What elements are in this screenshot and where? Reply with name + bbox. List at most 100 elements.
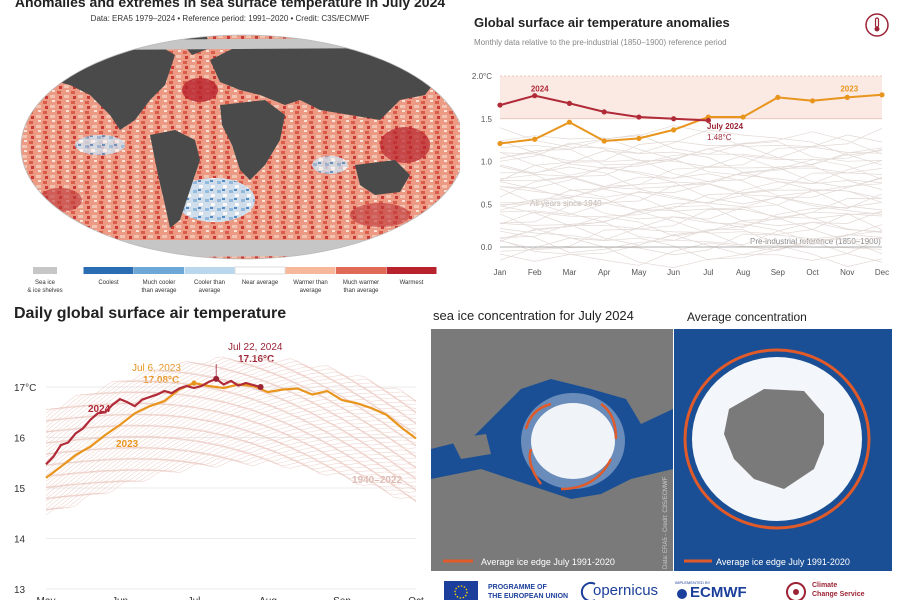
- x-tick-label: May: [37, 596, 56, 600]
- peak-point-2024: [213, 375, 220, 382]
- arctic-edge-label: Average ice edge July 1991-2020: [481, 557, 615, 567]
- x-tick-label: Feb: [528, 268, 542, 277]
- past-year-line: [499, 127, 883, 156]
- arctic-credit: Data: ERA5 - Credit: C3S/ECMWF: [663, 476, 669, 569]
- x-tick-label: Oct: [806, 268, 819, 277]
- ecmwf-logo-icon: [677, 589, 687, 599]
- data-point-2023: [809, 98, 816, 104]
- x-tick-label: Aug: [259, 596, 277, 600]
- past-year-line: [499, 148, 883, 176]
- historical-year-line: [45, 445, 417, 499]
- sst-legend-label: Sea ice: [35, 280, 56, 286]
- historical-year-line: [45, 423, 417, 477]
- historical-year-line: [45, 365, 417, 422]
- historical-year-line: [45, 449, 417, 506]
- ecmwf-top-text: IMPLEMENTED BY: [675, 580, 711, 585]
- past-year-line: [499, 234, 883, 261]
- y-tick-label: 15: [14, 484, 26, 495]
- end-point-2024: [257, 384, 264, 390]
- monthly-line-chart: All years since 1940 Pre-industrial refe…: [472, 72, 889, 277]
- x-tick-label: Jun: [112, 596, 128, 600]
- sst-legend-swatch: [336, 267, 386, 274]
- data-point-2023: [844, 94, 850, 100]
- sst-legend-label: Cooler than: [194, 280, 225, 286]
- data-point-2023: [601, 138, 607, 144]
- historical-year-line: [45, 376, 417, 433]
- past-year-line: [499, 188, 883, 212]
- x-tick-label: Aug: [736, 268, 750, 277]
- c3s-text-2: Change Service: [812, 591, 865, 598]
- copernicus-logo-icon: [580, 582, 596, 600]
- daily-temperature-panel: Daily global surface air temperature Jul…: [0, 300, 430, 600]
- past-year-line: [499, 191, 883, 219]
- eu-text-1: PROGRAMME OF: [488, 584, 547, 591]
- antarctic-sea-ice-map: Average ice edge July 1991-2020: [674, 329, 892, 571]
- x-tick-label: Jul: [703, 268, 713, 277]
- data-point-2024: [636, 114, 642, 120]
- data-point-2023: [775, 94, 781, 100]
- sst-legend-label: Much cooler: [143, 280, 176, 286]
- past-year-line: [499, 183, 883, 209]
- historical-year-line: [45, 371, 417, 428]
- series-line-2023: [499, 93, 883, 145]
- past-year-line: [499, 177, 883, 205]
- arctic-sea-ice-map: Data: ERA5 - Credit: C3S/ECMWF Average i…: [431, 329, 673, 571]
- c3s-logo-icon: [786, 582, 806, 600]
- series-label-2023: 2023: [116, 439, 139, 450]
- series-line-2024: [45, 377, 261, 466]
- past-year-line: [499, 151, 883, 180]
- data-point-2024: [671, 116, 677, 122]
- sst-legend-label: Warmer than: [293, 280, 327, 286]
- sst-legend-label: Warmest: [400, 280, 424, 286]
- eu-text-2: THE EUROPEAN UNION: [488, 593, 569, 600]
- past-year-line: [499, 234, 883, 262]
- historical-year-line: [45, 420, 417, 477]
- past-year-line: [499, 173, 883, 199]
- past-year-line: [499, 158, 883, 184]
- past-year-line: [499, 166, 883, 189]
- past-year-line: [499, 186, 883, 212]
- data-point-2023: [636, 135, 642, 142]
- sst-legend-label: Near average: [242, 280, 279, 286]
- historical-year-line: [45, 406, 417, 466]
- past-year-line: [499, 195, 883, 223]
- x-tick-label: Jul: [188, 596, 201, 600]
- x-tick-label: Nov: [840, 268, 854, 277]
- data-point-2024: [497, 102, 503, 108]
- past-year-line: [499, 166, 883, 194]
- ecmwf-text: ECMWF: [690, 584, 747, 600]
- sst-legend-swatch: [134, 267, 184, 274]
- data-point-2023: [566, 119, 573, 125]
- historical-year-line: [45, 415, 417, 472]
- annotation-all-years: All years since 1940: [530, 199, 602, 208]
- historical-year-line: [45, 427, 417, 486]
- past-year-line: [499, 165, 883, 189]
- y-tick-label: 13: [14, 585, 26, 596]
- band-label-1940-2022: 1940–2022: [352, 475, 402, 486]
- peak-point-2023: [191, 380, 197, 386]
- callout-2024-value: 17.16°C: [238, 354, 274, 365]
- data-point-2023: [671, 127, 677, 133]
- sst-legend-label: average: [300, 288, 322, 294]
- copernicus-text: opernicus: [593, 582, 659, 599]
- data-point-2023: [532, 136, 538, 142]
- historical-year-line: [45, 362, 417, 422]
- antarctic-title: Average concentration: [687, 310, 807, 324]
- sst-legend-label: Much warmer: [343, 280, 379, 286]
- series-line-2023: [45, 381, 417, 479]
- callout-2024-date: Jul 22, 2024: [228, 342, 283, 353]
- sst-legend-label: average: [199, 288, 221, 294]
- historical-year-line: [45, 355, 417, 410]
- data-point-2024: [705, 117, 711, 124]
- data-point-2024: [566, 100, 573, 106]
- sst-legend-swatch: [83, 267, 134, 274]
- sst-map-title: Anomalies and extremes in sea surface te…: [14, 0, 446, 10]
- data-point-2024: [532, 93, 538, 99]
- y-tick-label: 16: [14, 434, 26, 445]
- x-tick-label: Jan: [494, 268, 507, 277]
- y-tick-label: 0.5: [481, 200, 493, 209]
- historical-year-line: [45, 436, 417, 492]
- historical-year-line: [45, 389, 417, 444]
- sst-legend-label: than average: [343, 288, 379, 294]
- c3s-text-1: Climate: [812, 582, 838, 589]
